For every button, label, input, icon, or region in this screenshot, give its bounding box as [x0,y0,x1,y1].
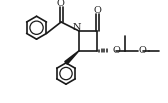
Text: O: O [113,46,120,55]
Text: O: O [139,46,147,55]
Text: O: O [93,6,101,15]
Text: N: N [73,23,81,32]
Text: O: O [56,0,64,8]
Polygon shape [65,51,79,64]
